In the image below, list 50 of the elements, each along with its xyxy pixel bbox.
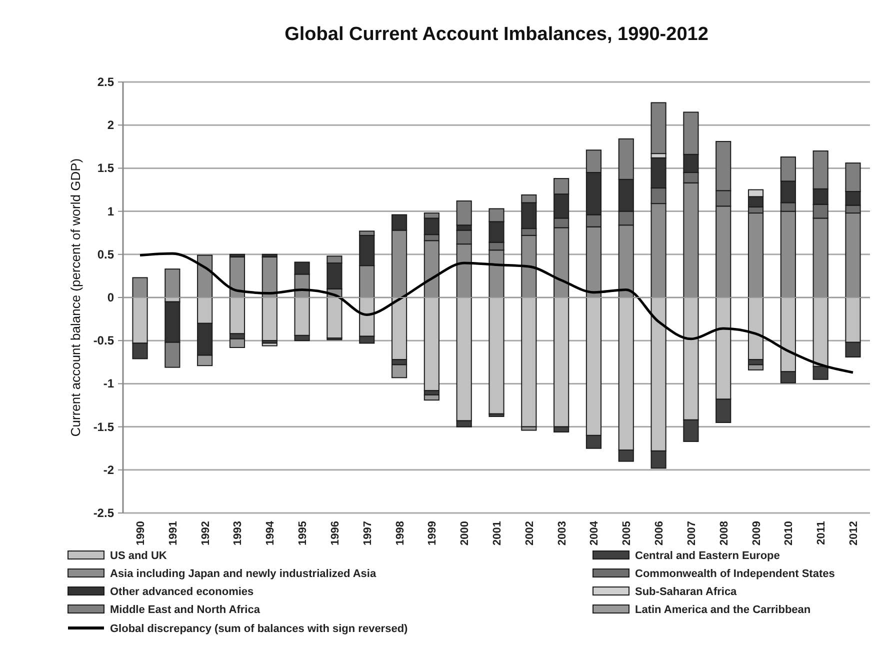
- legend-label: Latin America and the Carribbean: [635, 604, 811, 616]
- y-axis-title: Current account balance (percent of world GDP): [68, 158, 83, 437]
- x-tick-label: 1995: [297, 521, 310, 546]
- x-tick-label: 2005: [621, 521, 634, 546]
- bar: [262, 342, 278, 346]
- x-tick-label: 1996: [329, 521, 342, 546]
- legend-label: Commonwealth of Independent States: [635, 568, 835, 580]
- y-tick-label: 0: [107, 290, 114, 304]
- x-tick-label: 1998: [394, 521, 406, 546]
- y-tick-label: -0.5: [93, 334, 114, 348]
- x-tick-label: 1991: [167, 521, 180, 546]
- x-tick-label: 2010: [783, 521, 796, 546]
- x-tick-label: 1999: [426, 521, 439, 546]
- y-tick-label: -1: [103, 376, 114, 391]
- legend-label: Sub-Saharan Africa: [635, 586, 738, 598]
- x-tick-label: 2012: [848, 521, 860, 546]
- y-tick-label: 1: [107, 204, 114, 218]
- x-tick-label: 2004: [588, 520, 601, 546]
- x-tick-label: 1992: [200, 521, 212, 546]
- y-tick-label: -1.5: [93, 420, 114, 434]
- bar: [424, 394, 440, 401]
- legend-label: Other advanced economies: [110, 586, 254, 598]
- x-tick-label: 2000: [459, 521, 472, 546]
- line-series: [138, 252, 854, 374]
- x-tick-label: 2002: [524, 521, 536, 546]
- bar: [164, 268, 180, 298]
- x-tick-label: 2009: [750, 521, 763, 546]
- x-tick-label: 1994: [264, 520, 277, 546]
- x-tick-label: 1990: [135, 521, 148, 546]
- legend-label: Asia including Japan and newly industrialized Asia: [110, 568, 377, 580]
- x-tick-label: 2011: [816, 521, 828, 545]
- legend-label: Middle East and North Africa: [110, 604, 261, 616]
- x-tick-label: 1997: [362, 521, 374, 546]
- x-tick-label: 1993: [232, 521, 244, 546]
- x-tick-label: 2003: [556, 521, 568, 546]
- legend-label: Global discrepancy (sum of balances with sign reversed): [110, 623, 408, 635]
- x-tick-label: 2001: [492, 521, 504, 546]
- y-tick-label: -2: [103, 462, 114, 477]
- y-tick-label: 0.5: [97, 247, 114, 262]
- y-tick-label: -2.5: [93, 506, 114, 520]
- y-tick-label: 2.5: [97, 75, 114, 89]
- bar: [650, 102, 666, 154]
- legend-label: Central and Eastern Europe: [635, 550, 780, 562]
- x-tick-label: 2007: [686, 521, 698, 546]
- chart-title: Global Current Account Imbalances, 1990-2012: [284, 24, 708, 45]
- y-tick-label: 2: [107, 118, 114, 132]
- x-tick-label: 2006: [654, 521, 666, 546]
- x-tick-label: 2008: [718, 521, 730, 546]
- legend-label: US and UK: [110, 550, 167, 562]
- y-tick-label: 1.5: [97, 161, 114, 176]
